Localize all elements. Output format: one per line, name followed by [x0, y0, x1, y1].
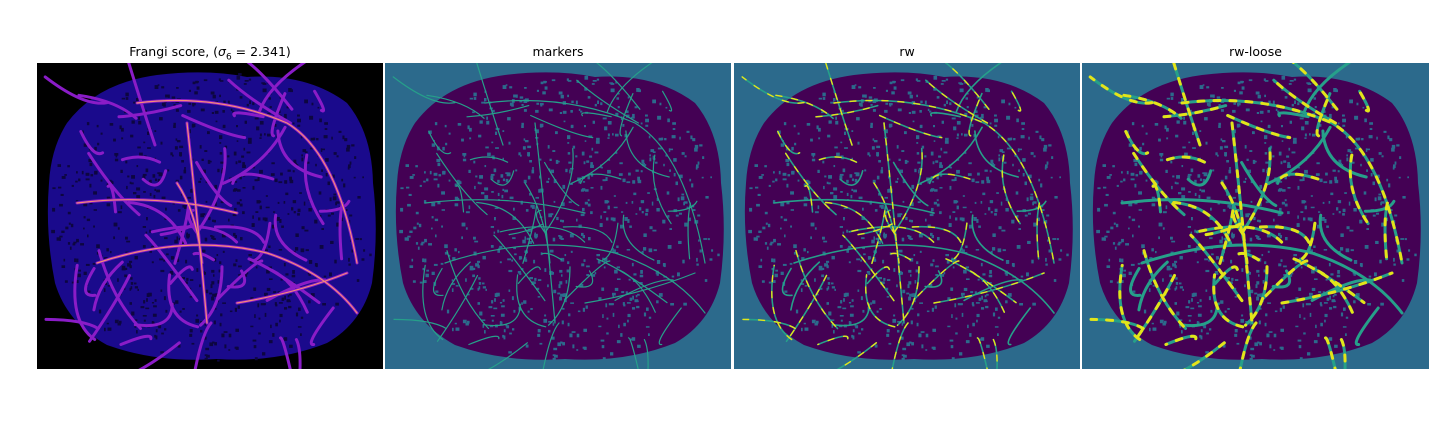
markers-image	[385, 63, 731, 369]
frangi-title: Frangi score, (σ6 = 2.341)	[129, 44, 291, 63]
markers-title: markers	[532, 44, 584, 59]
rw-loose-image	[1082, 63, 1429, 369]
frangi-image	[37, 63, 383, 369]
rw-image	[734, 63, 1080, 369]
rw-loose-title: rw-loose	[1229, 44, 1282, 59]
rw-title: rw	[899, 44, 915, 59]
